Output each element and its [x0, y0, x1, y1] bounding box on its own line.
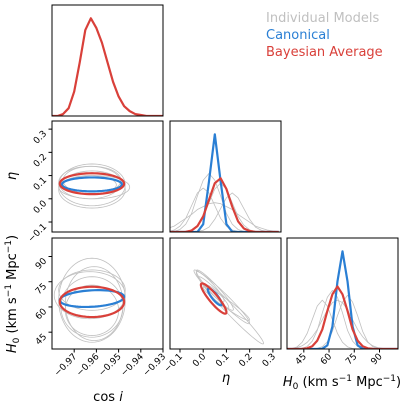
contour — [195, 271, 225, 303]
label-part: (km s — [5, 297, 20, 338]
density-curve — [287, 299, 398, 349]
density-curve — [170, 187, 279, 232]
x-tick-label: −0.94 — [119, 352, 146, 379]
y-tick-label: 90 — [34, 256, 49, 271]
legend-entry: Canonical — [266, 28, 330, 43]
contour — [193, 269, 251, 325]
x-axis-label: cos i — [93, 390, 123, 405]
x-tick-label: 60 — [319, 352, 334, 367]
legend-entry: Bayesian Average — [266, 45, 383, 60]
density-curve — [52, 17, 163, 116]
marginal-panel — [52, 17, 163, 116]
marginal-panel — [287, 250, 398, 349]
label-part: i — [119, 390, 123, 405]
y-tick-label: 0.3 — [32, 129, 49, 146]
density-curve — [287, 299, 398, 349]
contour — [202, 286, 251, 321]
contour — [58, 172, 126, 196]
y-tick-label: 0.0 — [32, 199, 49, 216]
panel-frame — [51, 237, 164, 350]
label-part: −1 — [339, 374, 352, 384]
x-axis-label: H0 (km s−1 Mpc−1) — [283, 374, 401, 392]
density-curve — [287, 294, 398, 349]
x-tick-label: 0.1 — [214, 352, 231, 369]
joint-panel — [193, 269, 264, 345]
contour — [60, 176, 124, 193]
y-tick-label: 45 — [34, 332, 49, 347]
label-part: H — [283, 375, 293, 390]
label-part: η — [5, 172, 20, 180]
density-curve — [287, 289, 398, 349]
panel-frame — [286, 237, 399, 350]
x-tick-label: 0.2 — [238, 352, 255, 369]
panel-frame — [51, 4, 164, 117]
panel-frame — [51, 120, 164, 233]
x-tick-label: 0.0 — [191, 352, 208, 369]
x-tick-label: −0.96 — [75, 352, 102, 379]
contour — [58, 165, 122, 200]
label-part: −1 — [383, 374, 396, 384]
x-axis-label: η — [222, 371, 230, 386]
label-part: Mpc — [5, 253, 20, 284]
label-part: ) — [5, 235, 20, 240]
contour — [58, 269, 126, 311]
x-tick-label: 45 — [294, 352, 309, 367]
y-axis-label: η — [5, 172, 20, 180]
contour — [199, 282, 228, 315]
x-tick-label: 0.3 — [261, 352, 278, 369]
label-part: −1 — [4, 284, 14, 297]
label-part: −1 — [4, 240, 14, 253]
legend-entry: Individual Models — [266, 11, 379, 26]
x-tick-label: −0.95 — [97, 352, 124, 379]
x-tick-label: −0.97 — [53, 352, 80, 379]
label-part: Mpc — [352, 375, 383, 390]
y-tick-label: 75 — [34, 282, 49, 297]
contour — [58, 170, 126, 209]
marginal-panel — [170, 133, 279, 232]
label-part: ) — [396, 375, 401, 390]
y-tick-label: 60 — [34, 307, 49, 322]
x-tick-label: −0.1 — [163, 352, 186, 375]
contour — [198, 276, 264, 345]
joint-panel — [53, 257, 126, 343]
density-curve — [170, 133, 279, 232]
y-tick-label: 0.1 — [32, 176, 49, 193]
joint-panel — [58, 163, 131, 209]
label-part: 0 — [293, 382, 299, 392]
y-axis-label: H0 (km s−1 Mpc−1) — [4, 235, 22, 353]
y-tick-label: 0.2 — [32, 152, 49, 169]
contour — [205, 284, 230, 310]
label-part: cos — [93, 390, 119, 405]
label-part: η — [222, 371, 230, 386]
x-tick-label: 75 — [344, 352, 359, 367]
panel-frame — [169, 237, 282, 350]
contour — [58, 285, 126, 319]
density-curve — [287, 250, 398, 349]
label-part: 0 — [12, 337, 22, 343]
x-tick-label: 90 — [369, 352, 384, 367]
panel-frame — [169, 120, 282, 233]
contour — [58, 257, 126, 343]
y-tick-label: −0.1 — [27, 222, 50, 245]
label-part: (km s — [298, 375, 339, 390]
contour — [58, 289, 126, 309]
label-part: H — [5, 343, 20, 353]
